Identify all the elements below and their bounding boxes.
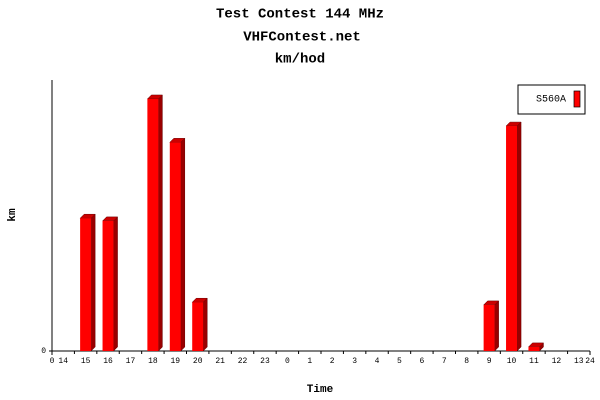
- x-tick-label: 0: [50, 357, 55, 366]
- x-tick-label: 8: [464, 357, 469, 366]
- bar-side: [90, 213, 96, 352]
- chart-subtitle: VHFContest.net: [243, 30, 361, 46]
- bar-side: [494, 300, 499, 352]
- x-tick-label: 13: [574, 357, 584, 366]
- x-tick-label: 11: [529, 357, 539, 366]
- x-tick-label: 21: [215, 357, 225, 366]
- legend-label: S560A: [536, 95, 566, 106]
- bar-side: [180, 137, 186, 352]
- bar-side: [202, 297, 208, 352]
- bar-side: [516, 121, 522, 352]
- bar: [192, 302, 204, 351]
- legend-swatch: [573, 90, 581, 108]
- bar: [528, 346, 540, 351]
- x-tick-label: 4: [375, 357, 380, 366]
- x-tick-label: 3: [352, 357, 357, 366]
- bar: [483, 304, 495, 351]
- bar: [506, 126, 518, 351]
- x-tick-label: 19: [170, 357, 180, 366]
- x-tick-label: 5: [397, 357, 402, 366]
- bar: [147, 98, 159, 351]
- bar: [102, 220, 114, 351]
- x-tick-label: 17: [126, 357, 136, 366]
- chart-title: Test Contest 144 MHz: [216, 7, 384, 23]
- bar: [169, 142, 181, 351]
- x-tick-label: 10: [507, 357, 517, 366]
- x-tick-label: 16: [103, 357, 113, 366]
- x-tick-label: 0: [285, 357, 290, 366]
- x-tick-label: 6: [419, 357, 424, 366]
- x-tick-label: 9: [487, 357, 492, 366]
- x-tick-label: 14: [58, 357, 68, 366]
- x-tick-label: 22: [238, 357, 248, 366]
- y-axis-label: km: [7, 208, 19, 222]
- bar-side: [158, 94, 163, 352]
- x-tick-label: 24: [585, 357, 595, 366]
- x-tick-label: 2: [330, 357, 335, 366]
- x-tick-label: 20: [193, 357, 203, 366]
- x-tick-label: 23: [260, 357, 270, 366]
- x-axis-label: Time: [307, 384, 334, 396]
- bar: [80, 218, 92, 351]
- unit-title: km/hod: [275, 52, 325, 68]
- bar-side: [113, 216, 118, 352]
- x-tick-label: 18: [148, 357, 158, 366]
- x-tick-label: 12: [552, 357, 562, 366]
- x-tick-label: 15: [81, 357, 91, 366]
- x-tick-label: 7: [442, 357, 447, 366]
- x-tick-label: 1: [307, 357, 312, 366]
- y-tick-label: 0: [41, 347, 46, 356]
